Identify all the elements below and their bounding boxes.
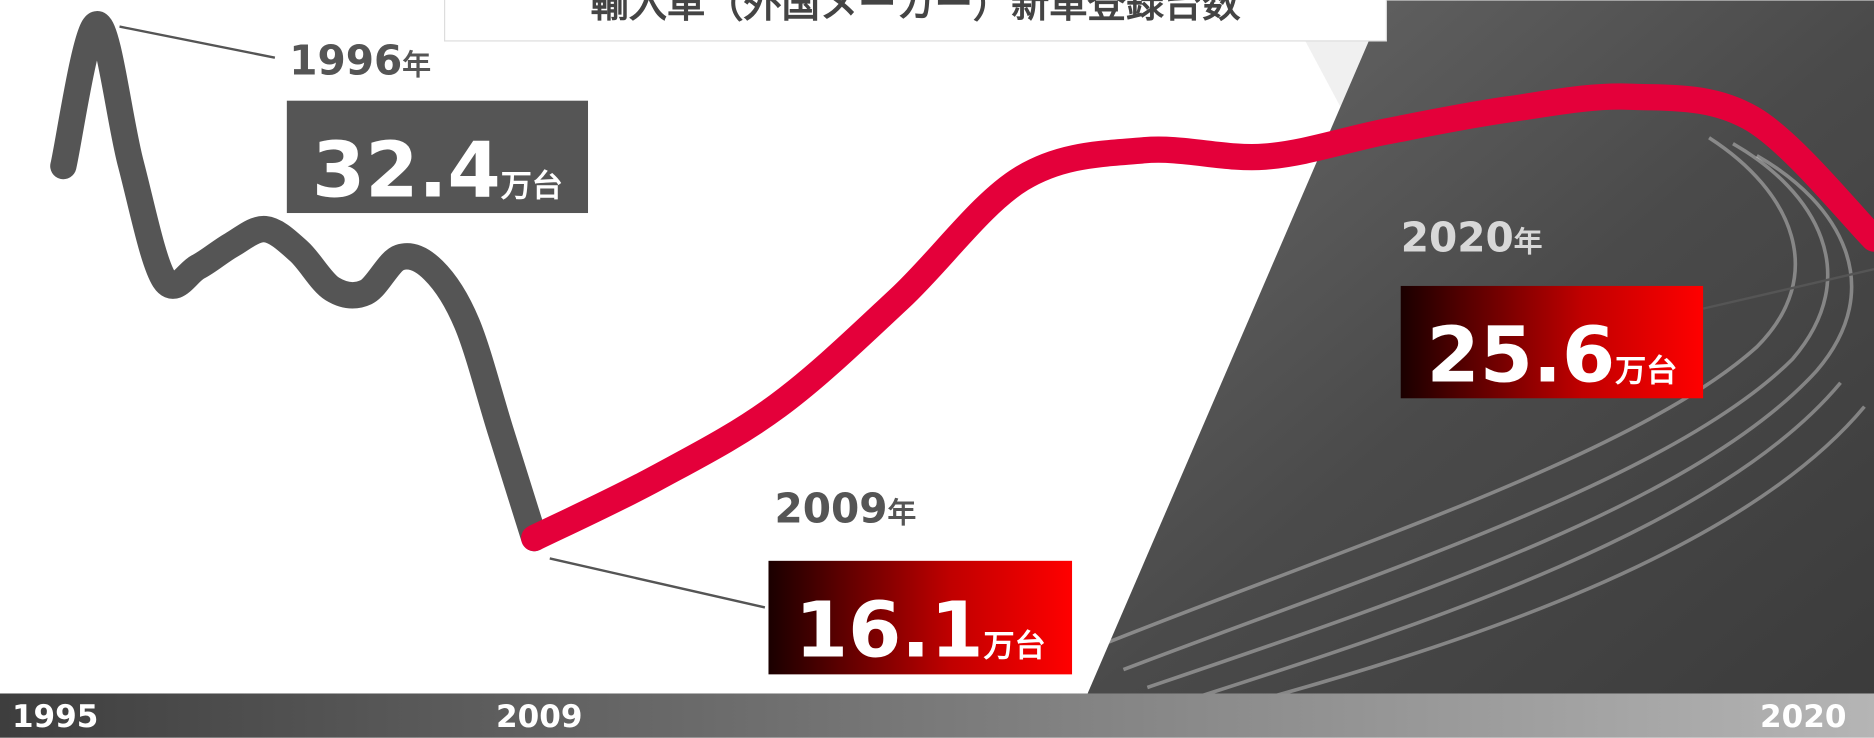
title-box [443, 0, 1387, 42]
x-axis-bar [0, 693, 1874, 738]
value-label: 16.1万台 [795, 586, 1046, 675]
leader-line [119, 25, 276, 59]
value-label: 25.6万台 [1427, 312, 1678, 401]
value-box [286, 100, 589, 214]
line-series [521, 83, 1874, 552]
x-tick-label: 2020 [1760, 699, 1846, 735]
year-label: 2020年 [1401, 213, 1543, 261]
value-box [768, 560, 1073, 675]
line-series [50, 11, 548, 552]
chart-title: 輸入車（外国メーカー）新車登録台数 [590, 0, 1241, 27]
x-tick-label: 1995 [12, 699, 98, 735]
leader-line [1702, 268, 1874, 310]
year-label: 2009年 [774, 485, 916, 533]
year-label: 1996年 [289, 36, 431, 84]
value-label: 32.4万台 [312, 126, 563, 215]
value-box [1400, 285, 1704, 399]
leader-line [549, 557, 766, 609]
x-tick-label: 2009 [496, 699, 582, 735]
